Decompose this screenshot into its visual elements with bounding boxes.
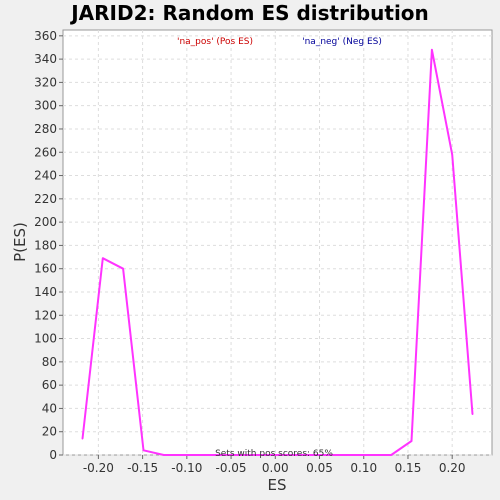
y-tick-label: 280	[34, 122, 57, 136]
legend-entry-pos: 'na_pos' (Pos ES)	[177, 37, 253, 47]
data-point	[183, 454, 185, 456]
data-point	[366, 454, 369, 456]
data-point	[142, 449, 145, 452]
y-tick-label: 260	[34, 145, 57, 159]
y-axis-label: P(ES)	[11, 222, 29, 262]
data-point	[244, 454, 247, 456]
y-tick-label: 0	[49, 448, 57, 462]
y-tick-label: 240	[34, 169, 57, 183]
y-tick-label: 200	[34, 215, 57, 229]
data-point	[451, 153, 453, 156]
data-point	[264, 454, 267, 456]
grid-layer	[63, 30, 492, 456]
series-line	[81, 48, 474, 456]
data-point	[305, 454, 308, 456]
x-tick-label: 0.15	[395, 461, 422, 475]
data-point	[410, 440, 413, 442]
x-tick-label: 0.20	[439, 461, 466, 475]
x-tick-label: 0.10	[350, 461, 377, 475]
y-tick-label: 60	[42, 378, 57, 392]
x-tick-label: 0.05	[306, 461, 333, 475]
data-point	[325, 454, 328, 456]
y-tick-label: 80	[42, 355, 57, 369]
y-tick-label: 220	[34, 192, 57, 206]
y-tick-label: 340	[34, 52, 57, 66]
data-point	[390, 454, 392, 456]
y-tick-label: 180	[34, 238, 57, 252]
y-tick-label: 120	[34, 308, 57, 322]
data-point	[224, 454, 226, 456]
data-point	[122, 267, 124, 270]
legend-entry-neg: 'na_neg' (Neg ES)	[302, 37, 382, 47]
series-layer	[81, 48, 474, 456]
x-tick-label: -0.15	[127, 461, 158, 475]
plot-area	[62, 29, 493, 456]
data-point	[471, 413, 474, 416]
data-point	[203, 454, 206, 456]
chart-title: JARID2: Random ES distribution	[69, 1, 429, 25]
y-tick-label: 360	[34, 29, 57, 43]
data-point	[102, 257, 104, 260]
data-point	[81, 437, 84, 440]
y-tick-label: 140	[34, 285, 57, 299]
tick-layer: 0 20 40 60 80 100 120 140 160 180 200 220 240 260 280 3…	[34, 29, 465, 475]
y-tick-label: 320	[34, 75, 57, 89]
data-point	[431, 48, 433, 51]
y-tick-label: 160	[34, 262, 57, 276]
annotation-pos-scores: Sets with pos scores: 65%	[215, 449, 333, 459]
y-tick-label: 20	[42, 425, 57, 439]
x-tick-label: -0.20	[83, 461, 114, 475]
x-axis-label: ES	[268, 476, 287, 494]
data-point	[346, 454, 348, 456]
y-tick-label: 300	[34, 99, 57, 113]
data-point	[285, 454, 287, 456]
x-tick-label: -0.10	[171, 461, 202, 475]
data-point	[163, 454, 165, 456]
y-tick-label: 100	[34, 332, 57, 346]
x-tick-label: 0.00	[262, 461, 289, 475]
x-tick-label: -0.05	[216, 461, 247, 475]
y-tick-label: 40	[42, 401, 57, 415]
